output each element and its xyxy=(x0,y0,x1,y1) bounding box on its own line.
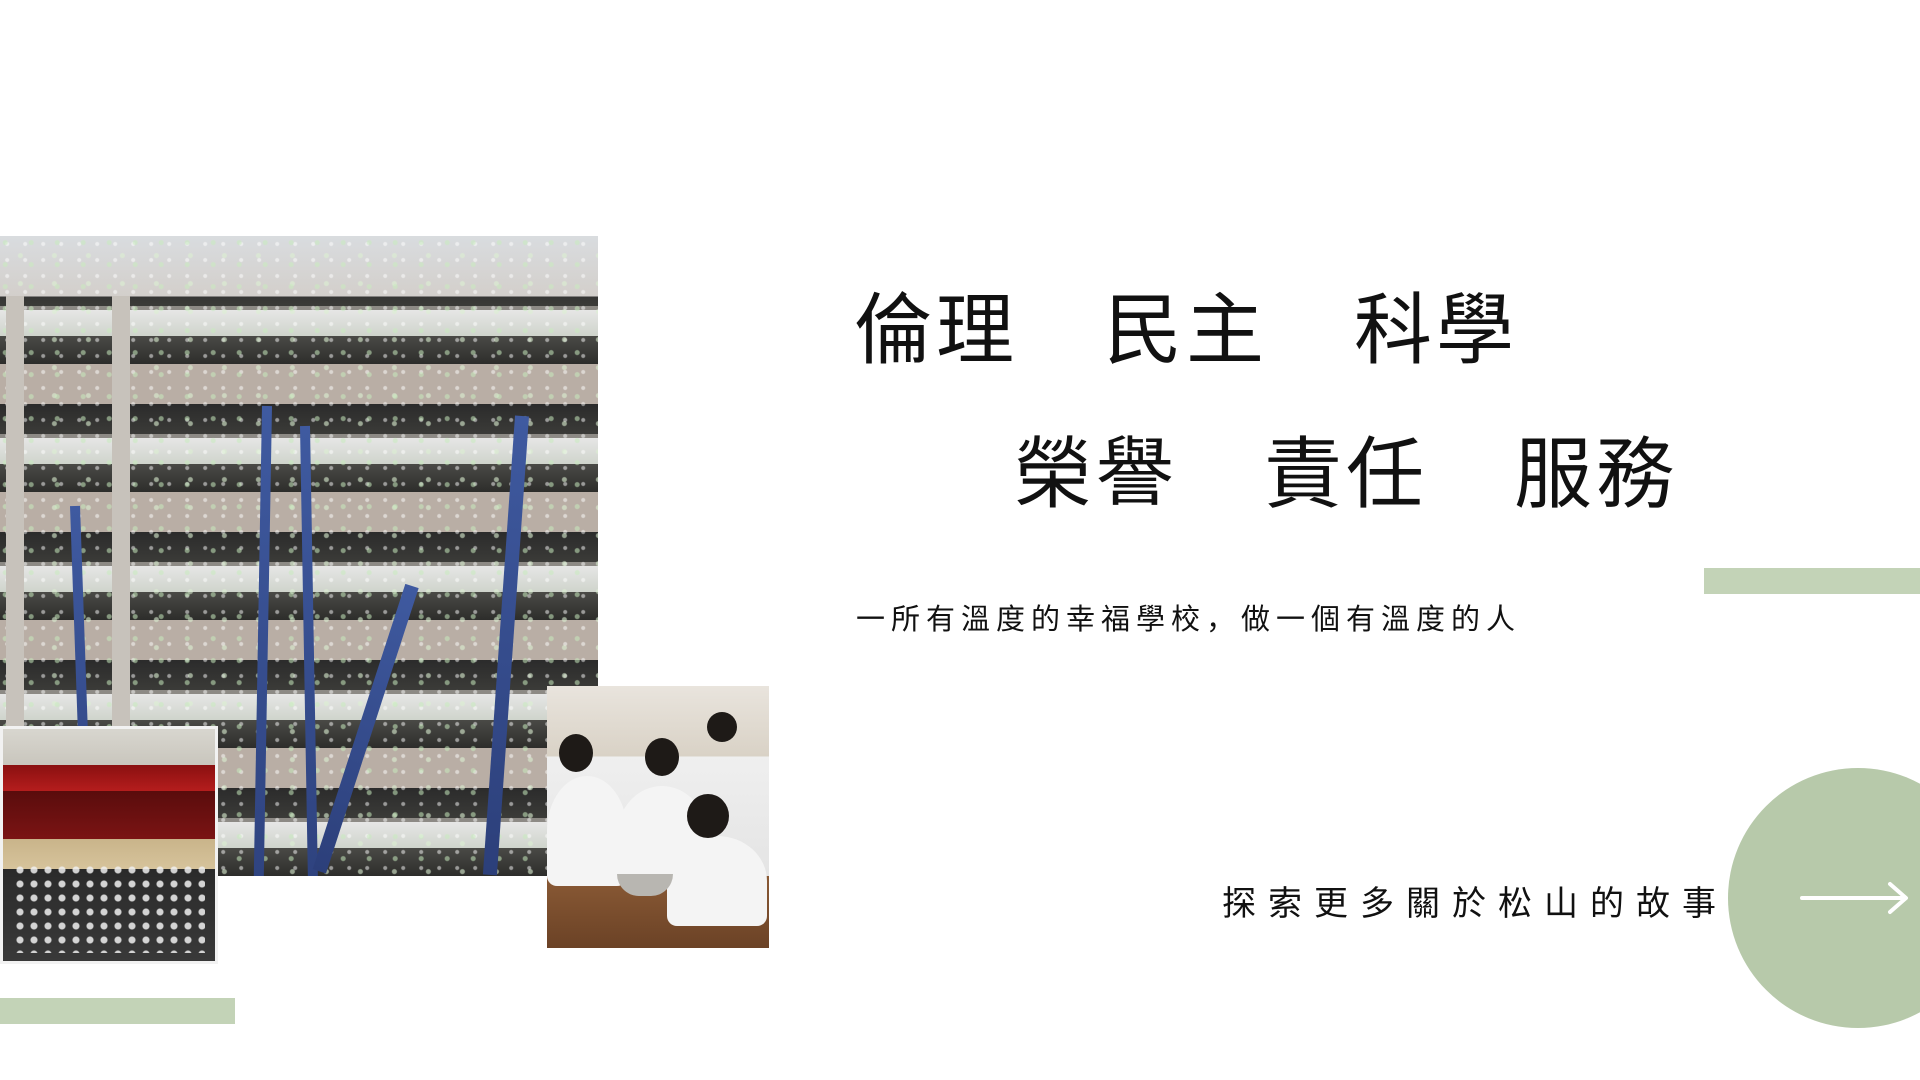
mixing-bowl xyxy=(617,874,673,896)
streamer xyxy=(300,425,320,876)
student-head xyxy=(645,738,679,776)
accent-bar xyxy=(0,998,235,1024)
building-pillar xyxy=(112,296,130,856)
building-pillar xyxy=(6,296,24,856)
motto-word: 榮譽 xyxy=(1014,430,1179,520)
motto-line-1: 倫理 民主 科學 xyxy=(854,268,1518,380)
students-cooking-photo xyxy=(547,686,769,948)
motto-word: 服務 xyxy=(1514,430,1679,520)
streamer xyxy=(252,405,272,876)
motto-word: 科學 xyxy=(1354,286,1519,376)
auditorium-ceremony-photo xyxy=(0,726,218,964)
student-figure xyxy=(667,836,767,926)
arrow-right-icon xyxy=(1800,882,1908,914)
student-head xyxy=(707,712,737,742)
accent-bar xyxy=(1704,568,1920,594)
explore-more-link[interactable]: 探索更多關於松山的故事 xyxy=(1222,884,1728,924)
motto-word: 民主 xyxy=(1104,286,1269,376)
motto-line-2: 榮譽 責任 服務 xyxy=(1014,412,1678,524)
next-arrow-button[interactable] xyxy=(1728,768,1920,1028)
student-head xyxy=(559,734,593,772)
student-figure xyxy=(547,776,627,886)
streamer xyxy=(312,583,419,874)
motto-word: 倫理 xyxy=(854,286,1019,376)
motto-word: 責任 xyxy=(1264,430,1429,520)
student-head xyxy=(687,794,729,838)
tagline: 一所有溫度的幸福學校，做一個有溫度的人 xyxy=(856,602,1522,636)
streamer xyxy=(482,415,529,876)
